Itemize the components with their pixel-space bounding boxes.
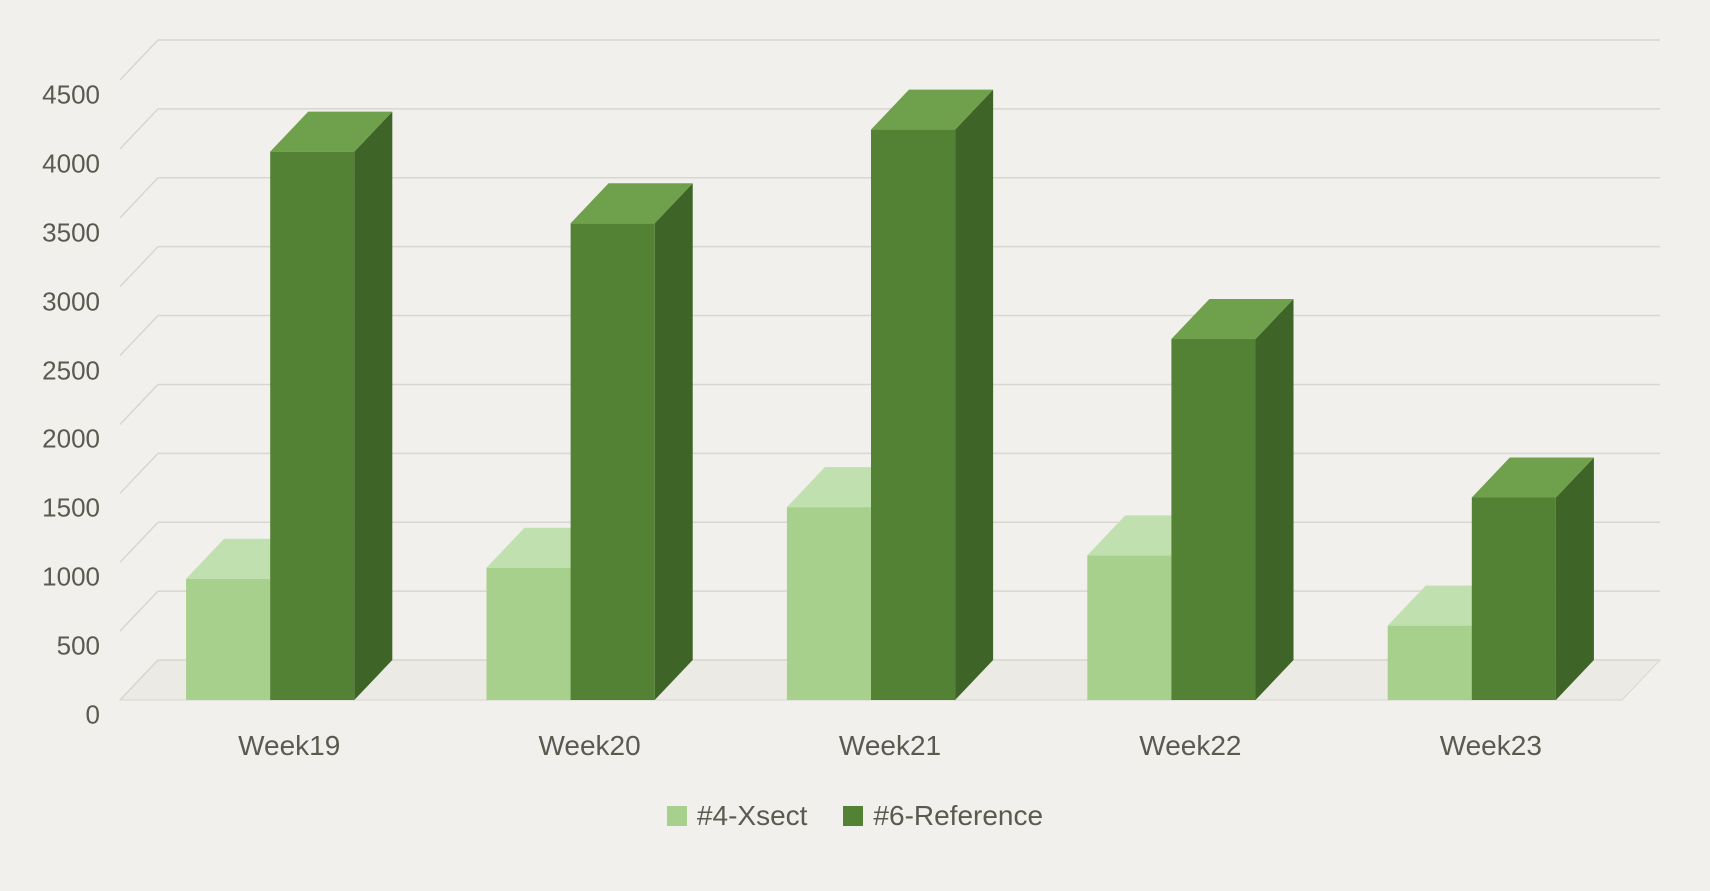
y-tick-label: 2000 <box>0 424 100 455</box>
y-axis: 050010001500200025003000350040004500 <box>0 40 110 700</box>
x-tick-label: Week19 <box>238 730 340 762</box>
legend-label: #4-Xsect <box>697 800 808 832</box>
x-tick-label: Week22 <box>1139 730 1241 762</box>
bar-front <box>270 152 354 700</box>
bar-side <box>655 183 693 700</box>
x-tick-label: Week21 <box>839 730 941 762</box>
y-tick-label: 3500 <box>0 217 100 248</box>
y-tick-label: 500 <box>0 631 100 662</box>
legend-swatch <box>843 806 863 826</box>
x-axis: Week19 Week20 Week21 Week22 Week23 <box>120 710 1660 770</box>
bar-side <box>354 112 392 700</box>
bar-front <box>1472 497 1556 700</box>
y-tick-label: 2500 <box>0 355 100 386</box>
bar-front <box>486 568 570 700</box>
chart-floor <box>120 40 1660 700</box>
legend-swatch <box>667 806 687 826</box>
legend-label: #6-Reference <box>873 800 1043 832</box>
y-tick-label: 3000 <box>0 286 100 317</box>
bar-chart: 0 500 1000 1500 2000 2500 3000 3500 4000 4500 Wee… <box>0 0 1710 891</box>
bar-front <box>787 507 871 700</box>
x-tick-label: Week23 <box>1440 730 1542 762</box>
y-tick-label: 4000 <box>0 148 100 179</box>
legend: #4-Xsect #6-Reference <box>0 800 1710 832</box>
y-tick-label: 1000 <box>0 562 100 593</box>
bar-front <box>1388 626 1472 700</box>
legend-item: #6-Reference <box>843 800 1043 832</box>
bar-side <box>1556 457 1594 700</box>
bar-front <box>186 579 270 700</box>
bar-front <box>1171 339 1255 700</box>
bar-side <box>1256 299 1294 700</box>
legend-item: #4-Xsect <box>667 800 808 832</box>
y-tick-label: 4500 <box>0 80 100 111</box>
bar-side <box>955 90 993 700</box>
plot-area <box>120 40 1660 700</box>
bar-front <box>571 223 655 700</box>
y-tick-label: 0 <box>0 700 100 731</box>
bar-front <box>1087 555 1171 700</box>
bar-front <box>871 130 955 700</box>
x-tick-label: Week20 <box>538 730 640 762</box>
y-tick-label: 1500 <box>0 493 100 524</box>
